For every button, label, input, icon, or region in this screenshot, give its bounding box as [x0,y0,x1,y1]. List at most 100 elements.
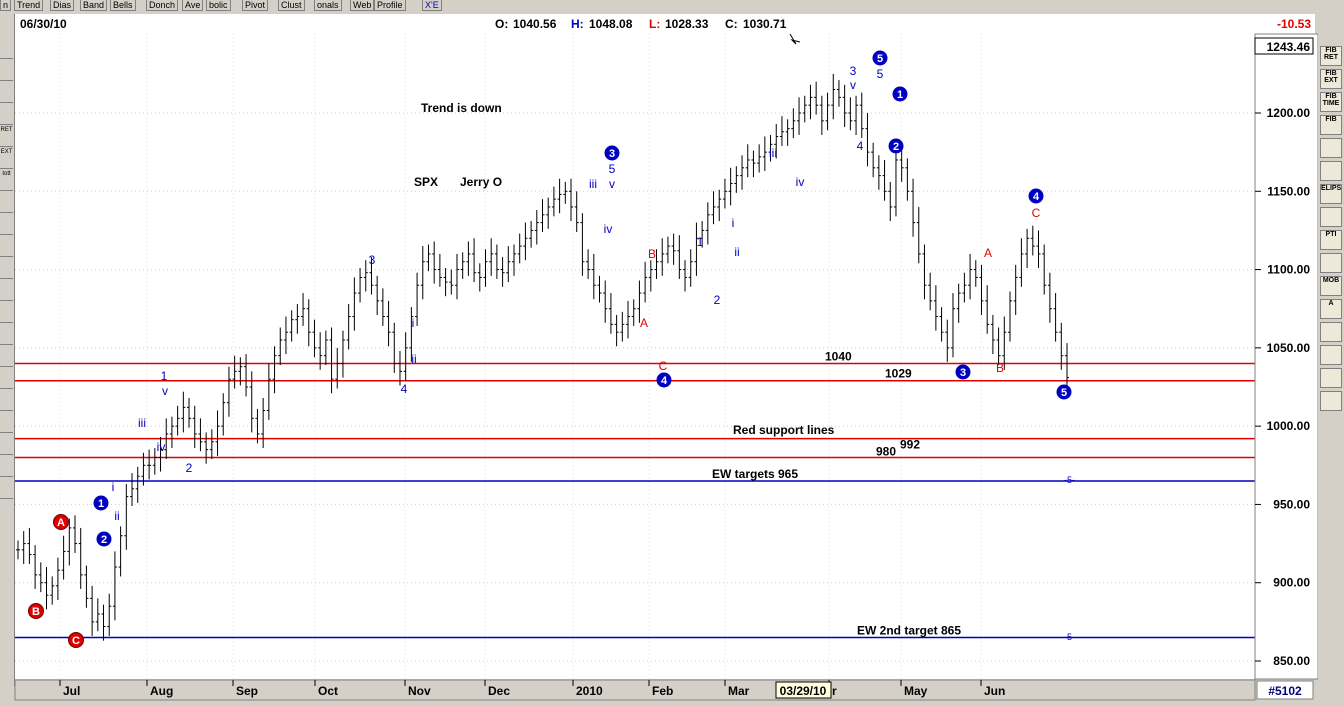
left-tool-button[interactable]: EXT [0,148,13,169]
wave-text-blue: iii [589,177,597,191]
indicator-tab-0[interactable]: n [0,0,12,11]
left-tool-button[interactable] [0,192,13,213]
indicator-tab-3[interactable]: Band [80,0,108,11]
elliott-wave-labels: 1234512345ABC1viiiiv2iii3iii4iiiiv5v12ii… [28,50,1072,648]
cursor-date-box [775,681,832,699]
left-tool-button[interactable] [0,412,13,433]
wave-circle-label: 1 [897,89,903,101]
left-tool-button[interactable] [0,38,13,59]
chart-id: #5102 [1268,684,1302,698]
close-label: C: [725,17,738,31]
wave-text-blue: v [850,78,856,92]
quote-date: 06/30/10 [20,17,67,31]
indicator-tab-5[interactable]: Donch [146,0,179,11]
indicator-tab-6[interactable]: Ave [182,0,204,11]
wave-circle-blue [1056,384,1072,400]
price-tick-label: 1000.00 [1267,419,1311,433]
indicator-tab-12[interactable]: Profile [374,0,406,11]
drawing-tool-button[interactable] [1320,253,1342,273]
low-label: L: [649,17,661,31]
wave-text-blue: 1 [697,235,704,249]
indicator-tab-7[interactable]: bolic [206,0,231,11]
drawing-tool-button[interactable] [1320,322,1342,342]
left-tool-button[interactable] [0,390,13,411]
indicator-tab-11[interactable]: Web [350,0,375,11]
drawing-tool-button[interactable]: FIB TIME [1320,92,1342,112]
wave-circle-label: C [72,635,80,647]
wave-circle-label: 5 [1061,387,1067,399]
drawing-tool-button[interactable] [1320,161,1342,181]
price-tick-label: 950.00 [1273,497,1310,511]
left-tool-button[interactable]: RET [0,126,13,147]
wave-circle-label: 2 [101,534,107,546]
wave-text-blue: ii [114,509,119,523]
left-tool-button[interactable] [0,280,13,301]
wave-text-blue: 4 [401,382,408,396]
chart-id-box [1256,680,1314,700]
time-tick-label: Sep [236,684,258,698]
wave-text-blue: 5 [877,67,884,81]
time-tick-label: 2010 [576,684,603,698]
drawing-tool-button[interactable]: FIB [1320,115,1342,135]
indicator-tab-10[interactable]: onals [314,0,342,11]
left-tool-button[interactable] [0,456,13,477]
support-target-lines: 1040 1029 992 980 EW targets 965 EW 2nd targe… [15,350,1255,639]
left-tool-button[interactable] [0,324,13,345]
wave-text-blue: 1 [161,369,168,383]
left-tool-button[interactable]: tott [0,170,13,191]
indicator-tab-2[interactable]: Dias [50,0,75,11]
drawing-tool-button[interactable] [1320,391,1342,411]
drawing-tool-button[interactable] [1320,207,1342,227]
wave-circle-label: 3 [609,148,615,160]
wave-circle-blue [892,86,908,102]
left-tool-button[interactable] [0,104,13,125]
left-tool-button[interactable] [0,82,13,103]
drawing-tool-button[interactable]: A [1320,299,1342,319]
drawing-tool-button[interactable]: PTI [1320,230,1342,250]
horizontal-line-label: 992 [900,438,920,452]
drawing-tool-button[interactable] [1320,368,1342,388]
time-tick-label: Jul [63,684,80,698]
indicator-tab-1[interactable]: Trend [14,0,44,11]
wave-text-red: B [996,361,1004,375]
left-tool-button[interactable] [0,346,13,367]
wave-circle-blue [872,50,888,66]
left-tool-button[interactable] [0,236,13,257]
wave-text-blue: 4 [857,139,864,153]
indicator-tab-9[interactable]: Clust [278,0,305,11]
left-tool-button[interactable] [0,434,13,455]
indicator-tab-extra[interactable]: X'E [422,0,442,11]
mouse-cursor-icon [789,33,801,45]
drawing-tool-button[interactable]: MOB [1320,276,1342,296]
drawing-tool-button[interactable]: FIB EXT [1320,69,1342,89]
wave-circle-label: 2 [893,141,899,153]
price-axis[interactable] [1254,33,1318,680]
time-axis-labels: Jul Aug Sep Oct Nov Dec 2010 Feb Mar r May Jun [59,680,1005,698]
indicator-tab-8[interactable]: Pivot [242,0,269,11]
time-axis[interactable] [14,679,1256,701]
left-tool-button[interactable] [0,368,13,389]
wave-text-blue: iv [157,440,166,454]
wave-circle-blue [955,364,971,380]
drawing-tool-button[interactable]: ELIPS [1320,184,1342,204]
horizontal-line-label: EW 2nd target 865 [857,624,961,638]
left-tool-button[interactable] [0,478,13,499]
open-value: 1040.56 [513,17,557,31]
wave-text-blue: 5 [609,162,616,176]
left-tool-button[interactable] [0,258,13,279]
drawing-tool-button[interactable] [1320,138,1342,158]
left-tool-button[interactable] [0,60,13,81]
drawing-tool-button[interactable]: FIB RET [1320,46,1342,66]
wave-text-red: A [640,316,648,330]
indicator-tab-4[interactable]: Bells [110,0,136,11]
left-tool-button[interactable] [0,302,13,323]
time-tick-label: r [832,684,837,698]
price-tick-label: 1050.00 [1267,341,1311,355]
target-mark-1: -5- [1064,475,1075,485]
wave-text-blue: iv [796,175,805,189]
chart-plot-area[interactable] [15,34,1255,679]
last-price-box [1254,37,1314,55]
drawing-tool-button[interactable] [1320,345,1342,365]
left-tool-button[interactable] [0,214,13,235]
